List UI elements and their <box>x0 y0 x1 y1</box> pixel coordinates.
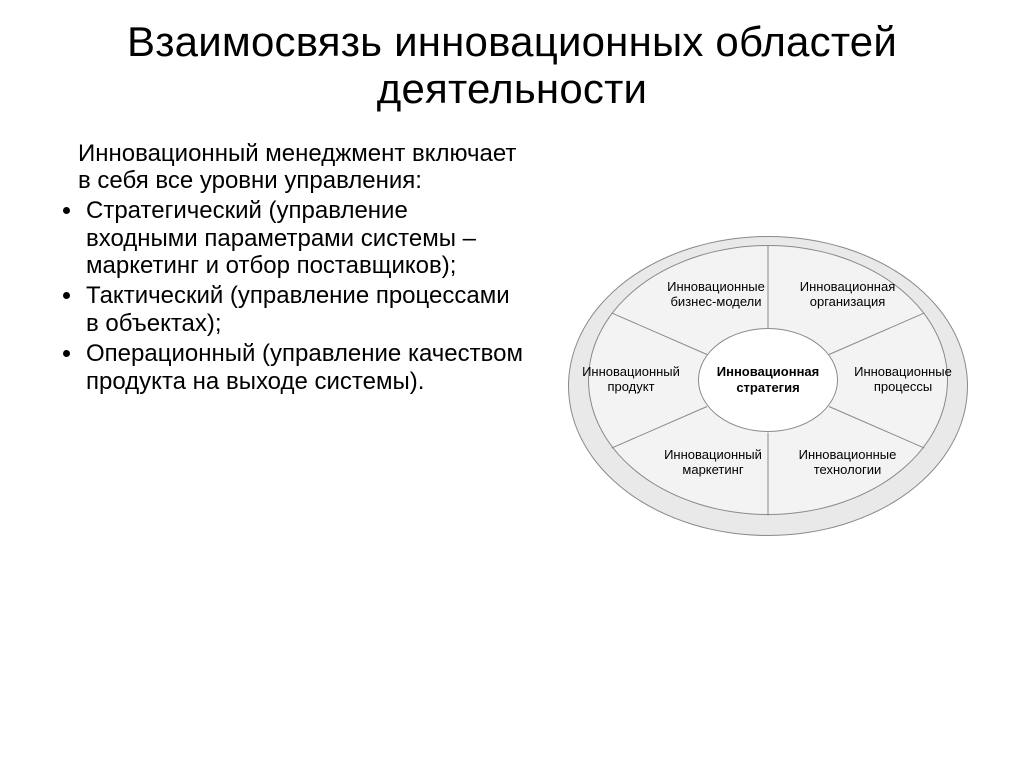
wheel-segment-label: Инновационныепроцессы <box>838 365 968 395</box>
list-item: Тактический (управление процессами в объ… <box>84 282 524 338</box>
list-item: Операционный (управление качеством проду… <box>84 340 524 396</box>
intro-text: Инновационный менеджмент включает в себя… <box>78 140 524 195</box>
text-column: Инновационный менеджмент включает в себя… <box>48 140 528 396</box>
slide: Взаимосвязь инновационных областей деяте… <box>0 0 1024 768</box>
wheel-segment-label: Инновационнаяорганизация <box>780 280 915 310</box>
wheel-center-label: Инновационнаястратегия <box>698 364 838 395</box>
wheel-segment-label: Инновационныймаркетинг <box>643 448 783 478</box>
diagram-column: Инновационныебизнес-моделиИнновационнаяо… <box>528 140 976 396</box>
body-row: Инновационный менеджмент включает в себя… <box>48 140 976 396</box>
slide-title: Взаимосвязь инновационных областей деяте… <box>48 18 976 112</box>
bullet-list: Стратегический (управление входными пара… <box>48 197 524 396</box>
wheel-segment-label: Инновационныебизнес-модели <box>646 280 786 310</box>
wheel-diagram: Инновационныебизнес-моделиИнновационнаяо… <box>528 180 988 550</box>
list-item: Стратегический (управление входными пара… <box>84 197 524 280</box>
wheel-segment-label: Инновационныйпродукт <box>566 365 696 395</box>
wheel-segment-label: Инновационныетехнологии <box>780 448 915 478</box>
